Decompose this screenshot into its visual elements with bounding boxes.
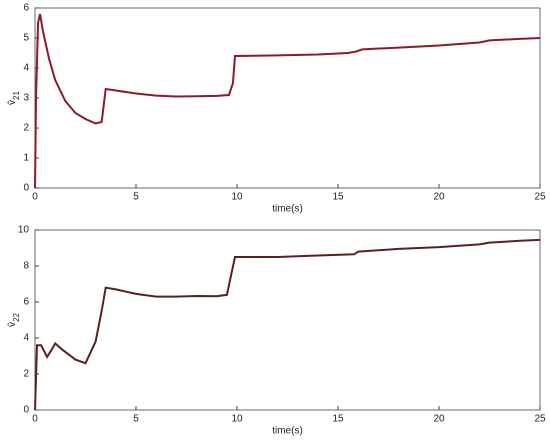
y-tick-label: 10: [18, 225, 30, 236]
x-tick-label: 25: [534, 192, 546, 203]
x-tick-label: 20: [433, 192, 445, 203]
plot-frame: [34, 229, 541, 411]
x-tick-label: 15: [332, 192, 344, 203]
data-line: [34, 238, 541, 411]
y-tick-label: 4: [23, 63, 29, 74]
x-tick-label: 10: [231, 192, 243, 203]
y-tick-label: 5: [23, 33, 29, 44]
y-tick-label: 2: [23, 369, 29, 380]
y-tick-label: 2: [23, 123, 29, 134]
x-tick-label: 5: [133, 414, 139, 425]
y-tick-label: 6: [23, 3, 29, 14]
chart-panel: 0 5 10 15 20 25 0 2 4 6 8 10 time(s) v̂22: [6, 225, 546, 437]
y-axis-label: v̂21: [6, 91, 21, 105]
y-tick-label: 1: [23, 153, 29, 164]
plot-frame: [34, 7, 541, 189]
y-axis-label: v̂22: [6, 313, 21, 327]
y-tick-label: 3: [23, 93, 29, 104]
chart-panel: 0 5 10 15 20 25 0 1 2 3 4 5 6 time(s) v̂21: [6, 3, 546, 215]
x-axis-label: time(s): [272, 204, 303, 215]
y-tick-label: 6: [23, 297, 29, 308]
x-tick-label: 15: [332, 414, 344, 425]
y-axis-label-sub: 21: [12, 91, 21, 100]
x-tick-label: 10: [231, 414, 243, 425]
data-line: [34, 13, 541, 189]
y-tick-label: 4: [23, 333, 29, 344]
y-axis-label-main: v̂: [6, 100, 18, 105]
x-tick-label: 25: [534, 414, 546, 425]
y-tick-label: 0: [23, 405, 29, 416]
y-axis-label-sub: 22: [12, 313, 21, 322]
y-tick-label: 8: [23, 261, 29, 272]
x-tick-label: 20: [433, 414, 445, 425]
x-tick-label: 0: [32, 414, 38, 425]
x-tick-label: 5: [133, 192, 139, 203]
y-tick-label: 0: [23, 183, 29, 194]
x-axis-label: time(s): [272, 426, 303, 437]
y-axis-label-main: v̂: [6, 322, 18, 327]
x-tick-label: 0: [32, 192, 38, 203]
